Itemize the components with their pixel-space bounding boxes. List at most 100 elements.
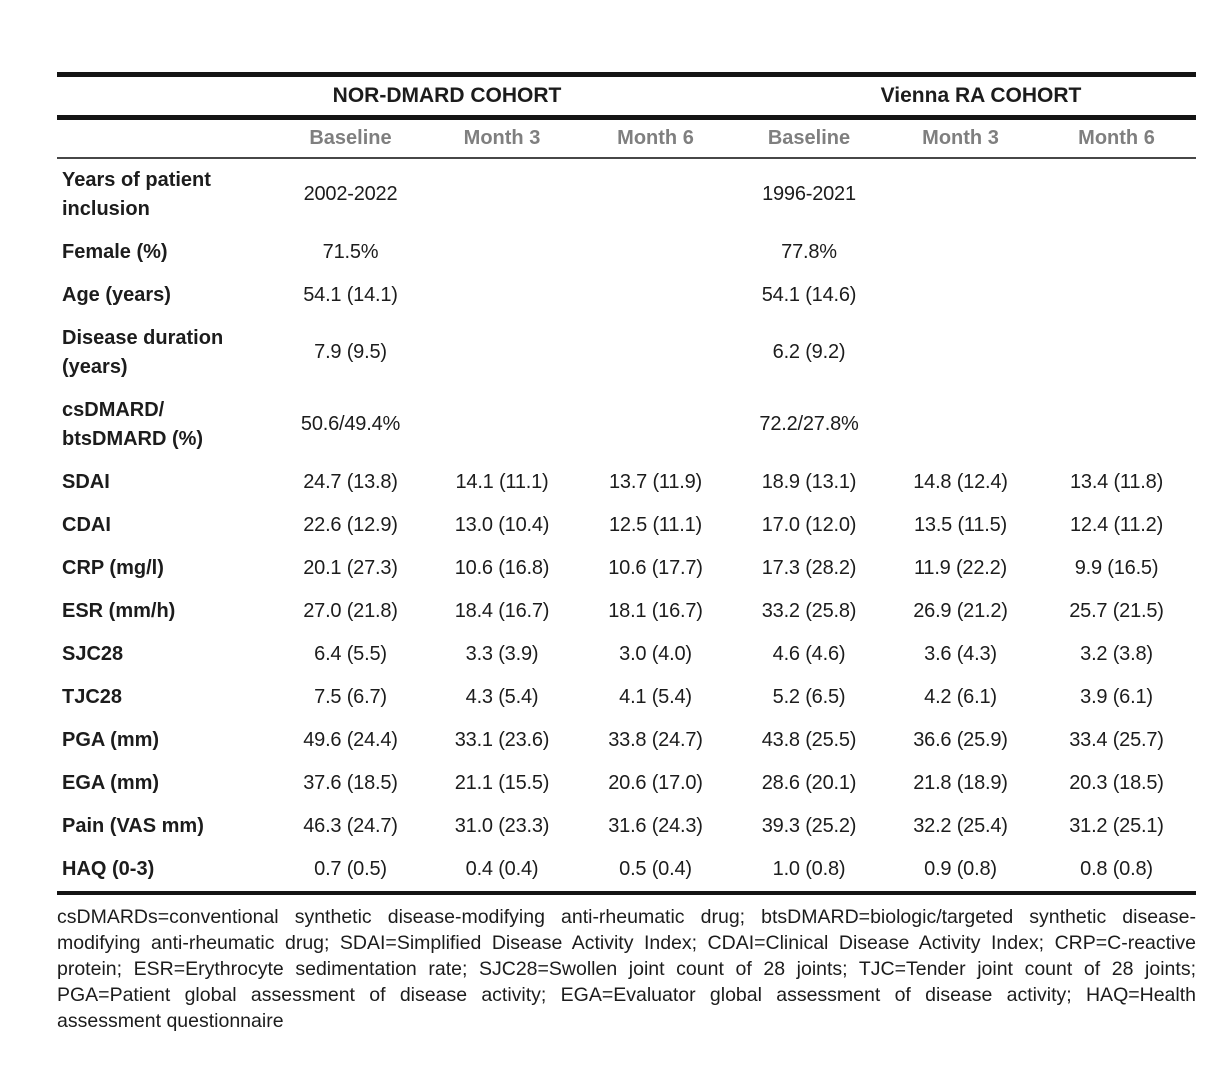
cell-value: 43.8 (25.5)	[761, 728, 857, 751]
table-row: TJC28 7.5 (6.7) 4.3 (5.4) 4.1 (5.4) 5.2 (6.5…	[57, 676, 1196, 719]
cell-value: 10.6 (16.8)	[454, 556, 550, 579]
cell-value: 12.4 (11.2)	[1069, 513, 1164, 536]
cell-value: 1.0 (0.8)	[772, 857, 846, 880]
cell-value: 31.6 (24.3)	[608, 814, 703, 837]
cell-value: 13.5 (11.5)	[913, 513, 1008, 536]
cell-value: 28.6 (20.1)	[761, 771, 857, 794]
cell-value: 13.0 (10.4)	[454, 513, 550, 536]
cell-value: 32.2 (25.4)	[913, 814, 1008, 837]
cell-value: 7.9 (9.5)	[314, 341, 387, 363]
row-label: PGA (mm)	[62, 728, 160, 751]
cell-value: 77.8%	[781, 240, 837, 263]
cell-value	[884, 317, 1037, 389]
cell-value: 20.6 (17.0)	[608, 771, 703, 794]
cell-value: 18.1 (16.7)	[608, 599, 703, 622]
cell-value: 31.2 (25.1)	[1069, 814, 1164, 837]
cell-value: 17.0 (12.0)	[761, 513, 857, 536]
cell-value: 33.1 (23.6)	[454, 728, 550, 751]
timepoint-header-spacer	[57, 117, 274, 159]
cell-value: 3.9 (6.1)	[1080, 685, 1153, 708]
table-head: NOR-DMARD COHORT Vienna RA COHORT Baseli…	[57, 74, 1197, 159]
row-label: ESR (mm/h)	[62, 599, 176, 622]
cell-value	[427, 317, 577, 389]
cell-value: 13.7 (11.9)	[608, 470, 703, 493]
cell-value	[577, 158, 734, 231]
table-row: HAQ (0-3) 0.7 (0.5) 0.4 (0.4) 0.5 (0.4) 1.0 …	[57, 848, 1196, 893]
table-footnote: csDMARDs=conventional synthetic disease-…	[57, 905, 1196, 1032]
cell-value: 4.1 (5.4)	[619, 685, 692, 708]
cell-value: 54.1 (14.1)	[303, 283, 398, 306]
cell-value: 4.3 (5.4)	[465, 685, 539, 708]
cell-value: 14.8 (12.4)	[913, 470, 1008, 493]
cell-value: 72.2/27.8%	[759, 413, 859, 435]
row-label: SJC28	[62, 642, 124, 665]
cell-value: 4.2 (6.1)	[924, 685, 997, 708]
cell-value: 3.3 (3.9)	[465, 642, 539, 665]
table-row: PGA (mm) 49.6 (24.4) 33.1 (23.6) 33.8 (24.7…	[57, 719, 1196, 762]
table-row: Age (years) 54.1 (14.1) 54.1 (14.6)	[57, 274, 1196, 317]
column-header-baseline-nor: Baseline	[274, 117, 427, 159]
cohort-header-nor-dmard: NOR-DMARD COHORT	[274, 74, 734, 120]
cell-value: 54.1 (14.6)	[761, 283, 857, 306]
cell-value: 24.7 (13.8)	[303, 470, 398, 493]
cell-value	[884, 274, 1037, 317]
table-row: SDAI 24.7 (13.8) 14.1 (11.1) 13.7 (11.9) 18.…	[57, 461, 1196, 504]
cell-value: 18.4 (16.7)	[454, 599, 550, 622]
cell-value	[427, 158, 577, 231]
cohort-header-vienna-ra: Vienna RA COHORT	[734, 74, 1197, 120]
cell-value: 3.6 (4.3)	[924, 642, 997, 665]
table-row: ESR (mm/h) 27.0 (21.8) 18.4 (16.7) 18.1 (16…	[57, 590, 1196, 633]
cell-value: 18.9 (13.1)	[761, 470, 857, 493]
table-row: Disease duration (years) 7.9 (9.5) 6.2 (9.…	[57, 317, 1196, 389]
cell-value: 20.3 (18.5)	[1069, 771, 1164, 794]
row-label: EGA (mm)	[62, 771, 160, 794]
cell-value	[427, 389, 577, 461]
cell-value: 27.0 (21.8)	[303, 599, 398, 622]
cell-value: 0.5 (0.4)	[619, 857, 692, 880]
row-label: Age (years)	[62, 283, 171, 306]
row-label: Pain (VAS mm)	[62, 814, 204, 837]
cell-value: 33.4 (25.7)	[1069, 728, 1164, 751]
column-header-baseline-vienna: Baseline	[734, 117, 884, 159]
table-row: Female (%) 71.5% 77.8%	[57, 231, 1196, 274]
cohort-header-spacer	[57, 74, 274, 120]
cell-value	[577, 317, 734, 389]
cell-value: 4.6 (4.6)	[772, 642, 846, 665]
cohort-comparison-table: NOR-DMARD COHORT Vienna RA COHORT Baseli…	[57, 72, 1197, 895]
row-label: TJC28	[62, 685, 123, 708]
cell-value: 1996-2021	[762, 183, 856, 205]
cell-value: 71.5%	[322, 240, 379, 263]
cell-value: 26.9 (21.2)	[913, 599, 1008, 622]
cell-value: 17.3 (28.2)	[761, 556, 857, 579]
cell-value	[884, 231, 1037, 274]
cell-value: 9.9 (16.5)	[1074, 556, 1159, 579]
cell-value: 0.7 (0.5)	[314, 857, 387, 880]
cell-value	[1037, 274, 1196, 317]
row-label: HAQ (0-3)	[62, 857, 155, 880]
row-label: Disease duration (years)	[62, 326, 224, 378]
cell-value	[1037, 317, 1196, 389]
row-label: CDAI	[62, 513, 111, 536]
cell-value	[884, 389, 1037, 461]
table-row: Pain (VAS mm) 46.3 (24.7) 31.0 (23.3) 31.6 …	[57, 805, 1196, 848]
cell-value	[577, 231, 734, 274]
row-label: csDMARD/ btsDMARD (%)	[62, 398, 204, 450]
cell-value: 37.6 (18.5)	[303, 771, 398, 794]
cell-value: 50.6/49.4%	[300, 413, 401, 435]
table-row: CRP (mg/l) 20.1 (27.3) 10.6 (16.8) 10.6 (17…	[57, 547, 1196, 590]
cell-value	[577, 274, 734, 317]
cell-value: 11.9 (22.2)	[913, 556, 1008, 579]
cell-value: 6.2 (9.2)	[772, 341, 846, 363]
cell-value: 21.1 (15.5)	[454, 771, 550, 794]
cell-value: 0.8 (0.8)	[1080, 857, 1153, 880]
column-header-month3-vienna: Month 3	[884, 117, 1037, 159]
table-row: Years of patient inclusion 2002-2022 1996-…	[57, 158, 1196, 231]
cell-value: 25.7 (21.5)	[1069, 599, 1164, 622]
cell-value	[1037, 158, 1196, 231]
cell-value: 3.2 (3.8)	[1080, 642, 1153, 665]
cell-value	[577, 389, 734, 461]
cell-value: 5.2 (6.5)	[772, 685, 846, 708]
column-header-month6-nor: Month 6	[577, 117, 734, 159]
timepoint-header-row: Baseline Month 3 Month 6 Baseline Month …	[57, 117, 1197, 159]
cell-value: 22.6 (12.9)	[303, 513, 398, 536]
